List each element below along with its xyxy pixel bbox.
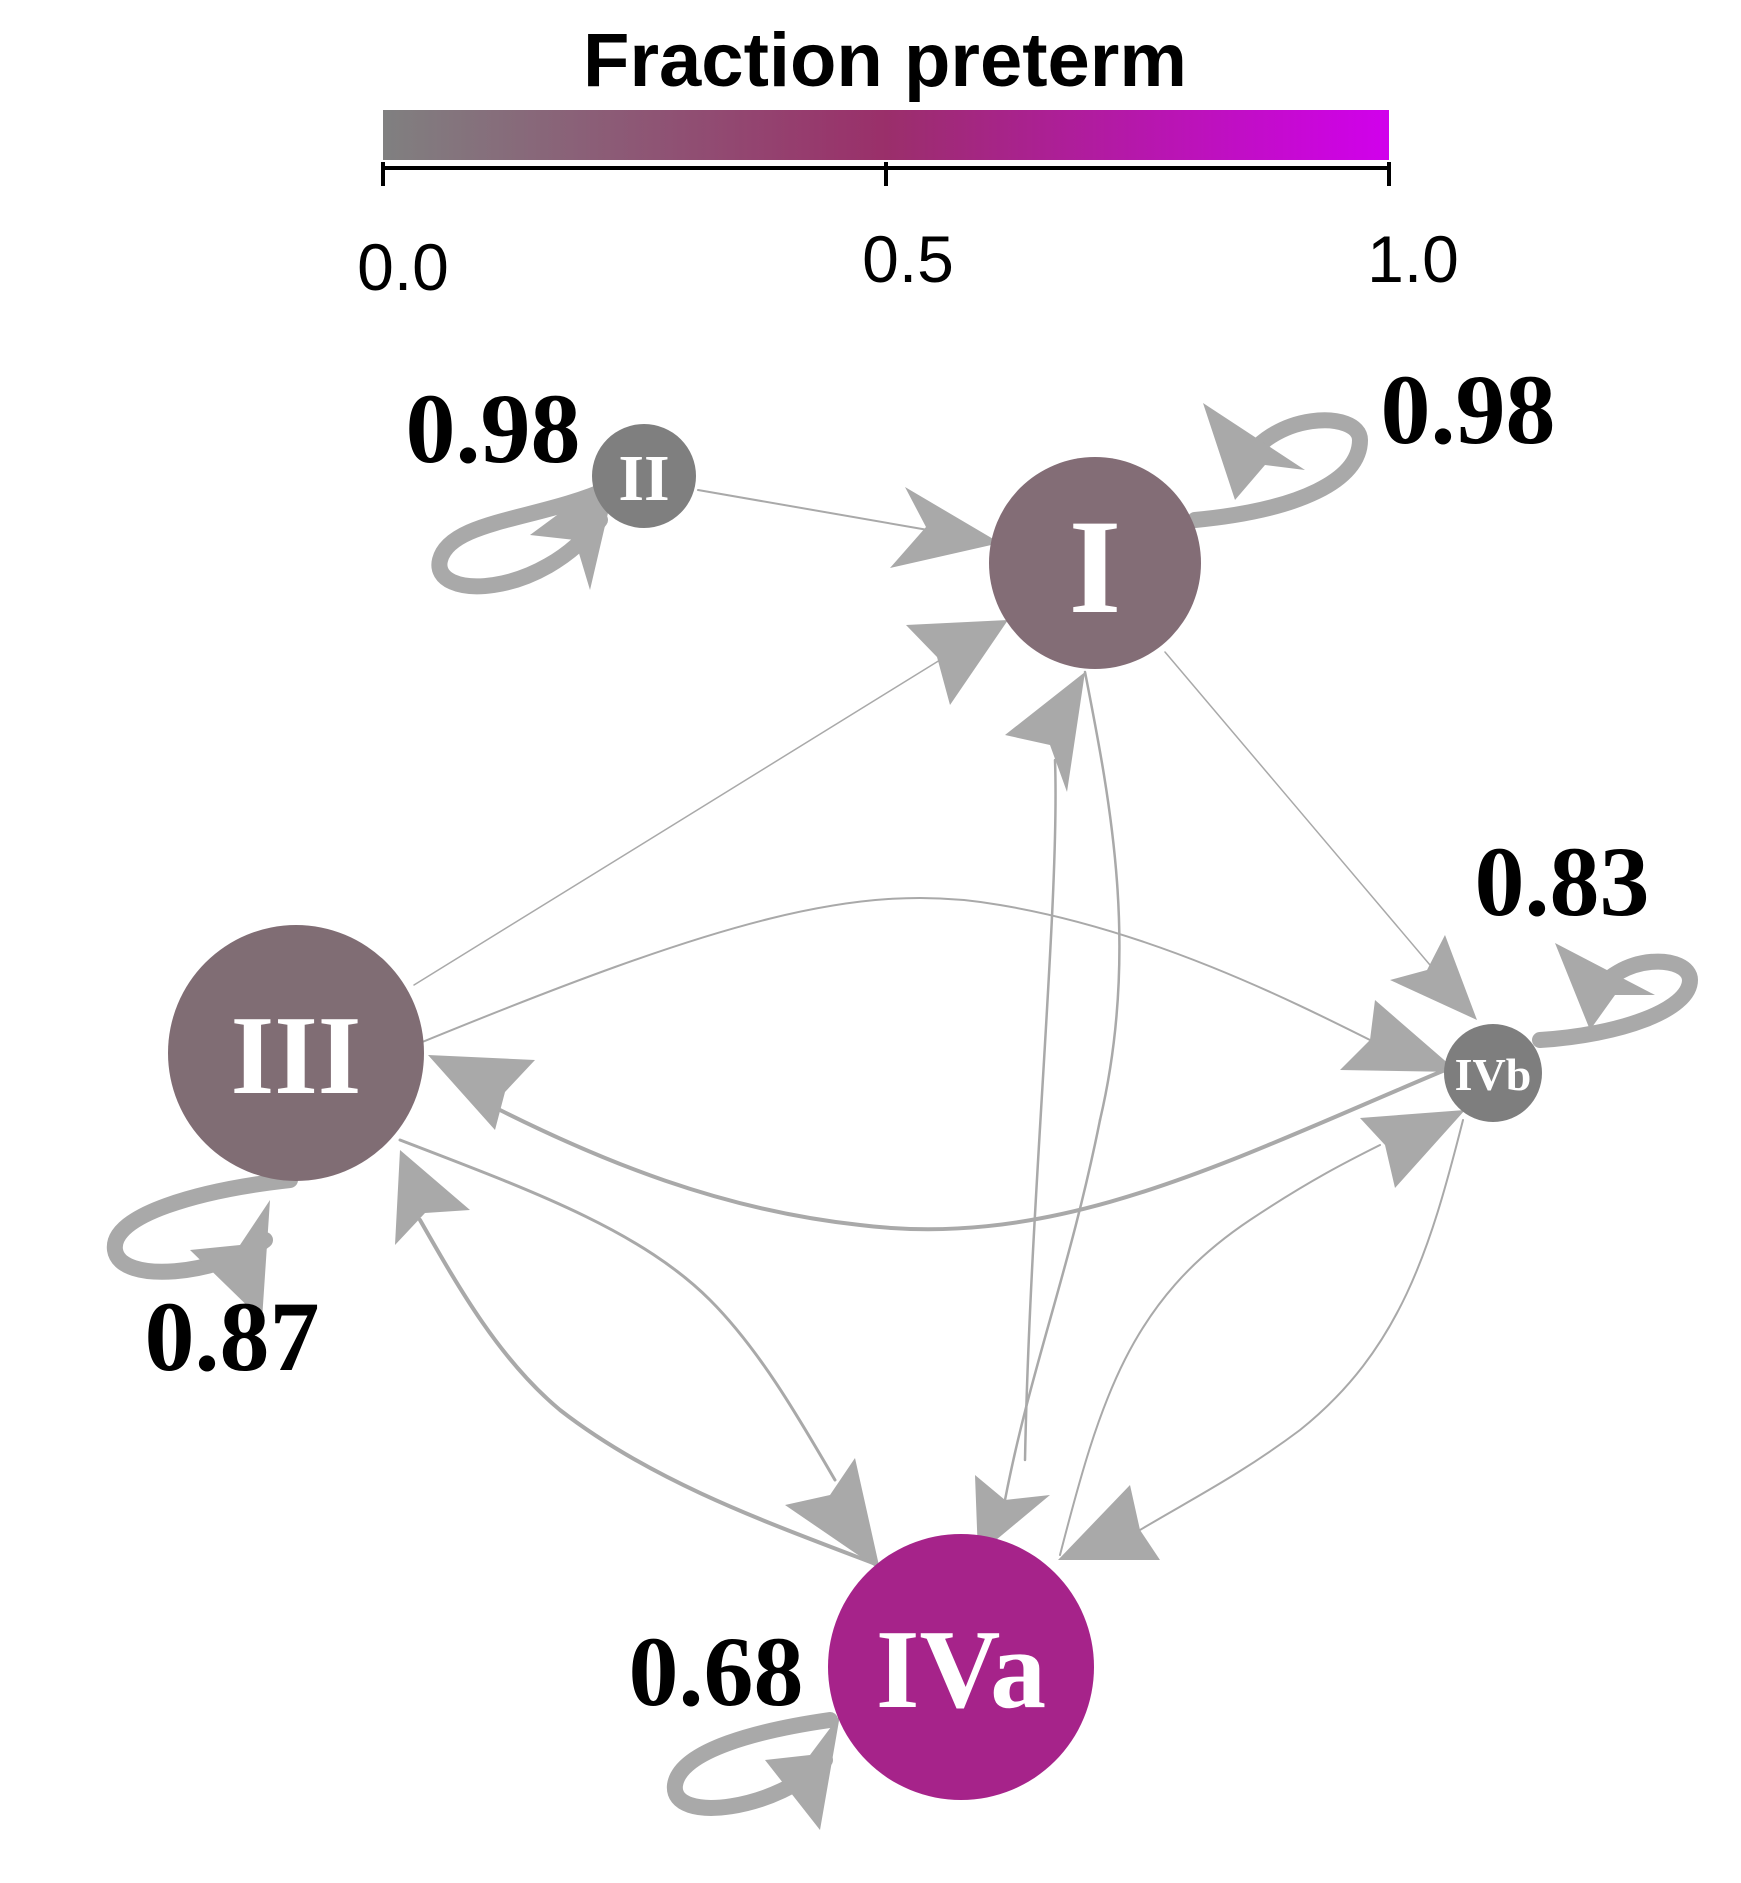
edge-III-to-IVb (414, 896, 1371, 1046)
arrowhead-III-to-IVa (785, 1458, 880, 1570)
edges (395, 487, 1477, 1570)
self-loop-arrowhead-II (530, 470, 618, 590)
self-loop-label-II: 0.98 (406, 373, 581, 484)
node-IVb (1444, 1024, 1542, 1122)
node-II (592, 424, 696, 528)
self-loop-IVb (1532, 953, 1699, 1048)
self-loops (106, 403, 1699, 1830)
arrowhead-III-to-I (906, 620, 1008, 705)
self-loop-arrowhead-III (190, 1200, 270, 1320)
self-loop-arrowhead-IVa (765, 1715, 840, 1830)
self-loop-arrowhead-IVb (1555, 943, 1655, 1030)
arrowhead-III-to-IVb (1340, 1000, 1458, 1072)
self-loop-I (1187, 412, 1369, 528)
colorbar (383, 110, 1389, 160)
edge-III-to-IVa (398, 1138, 837, 1482)
self-loop-labels: 0.98 0.98 0.83 0.87 0.68 (145, 354, 1650, 1727)
edge-I-to-IVb (1164, 651, 1431, 966)
arrowhead-I-to-IVa (975, 1475, 1050, 1555)
self-loop-IVa (667, 1712, 838, 1816)
arrowhead-I-to-IVb (1390, 935, 1477, 1020)
edge-III-to-I (413, 659, 941, 986)
node-III (168, 925, 424, 1181)
arrowhead-IVb-to-III (428, 1055, 535, 1130)
arrowhead-IVa-to-IVb (1360, 1110, 1465, 1188)
self-loop-label-IVb: 0.83 (1475, 826, 1650, 937)
arrowhead-IVa-to-I (1005, 672, 1085, 792)
edge-IVa-to-I (1023, 758, 1057, 1462)
self-loop-II (431, 480, 618, 595)
tick-label-2: 1.0 (1367, 222, 1459, 296)
arrowhead-IVb-to-IVa (1058, 1485, 1160, 1560)
self-loop-label-IVa: 0.68 (629, 1616, 804, 1727)
edge-I-to-IVa (1083, 670, 1121, 1122)
edge-II-to-I (697, 489, 929, 531)
tick-label-1: 0.5 (862, 222, 954, 296)
node-label-III: III (231, 994, 362, 1118)
node-label-II: II (618, 442, 669, 515)
self-loop-label-I: 0.98 (1381, 354, 1556, 465)
arrowhead-IVa-to-III (395, 1150, 470, 1245)
self-loop-label-III: 0.87 (145, 1281, 320, 1392)
arrowhead-II-to-I (890, 487, 1000, 568)
edge-I-to-IVa-tail (1003, 1118, 1102, 1502)
self-loop-arrowhead-I (1203, 403, 1305, 500)
node-I (989, 457, 1201, 669)
node-label-I: I (1069, 493, 1122, 642)
node-label-IVa: IVa (876, 1608, 1046, 1732)
tick-label-0: 0.0 (357, 230, 449, 304)
colorbar-legend: Fraction preterm 0.0 0.5 1.0 (357, 18, 1459, 304)
edge-IVa-to-III (418, 1218, 875, 1565)
legend-title: Fraction preterm (583, 18, 1187, 103)
nodes: I II III IVa IVb (168, 424, 1542, 1800)
edge-IVa-to-IVb (1059, 1144, 1381, 1556)
edge-IVb-to-IVa (1139, 1119, 1464, 1531)
node-IVa (828, 1534, 1094, 1800)
edge-IVb-to-III (498, 1068, 1447, 1232)
node-label-IVb: IVb (1455, 1049, 1532, 1100)
